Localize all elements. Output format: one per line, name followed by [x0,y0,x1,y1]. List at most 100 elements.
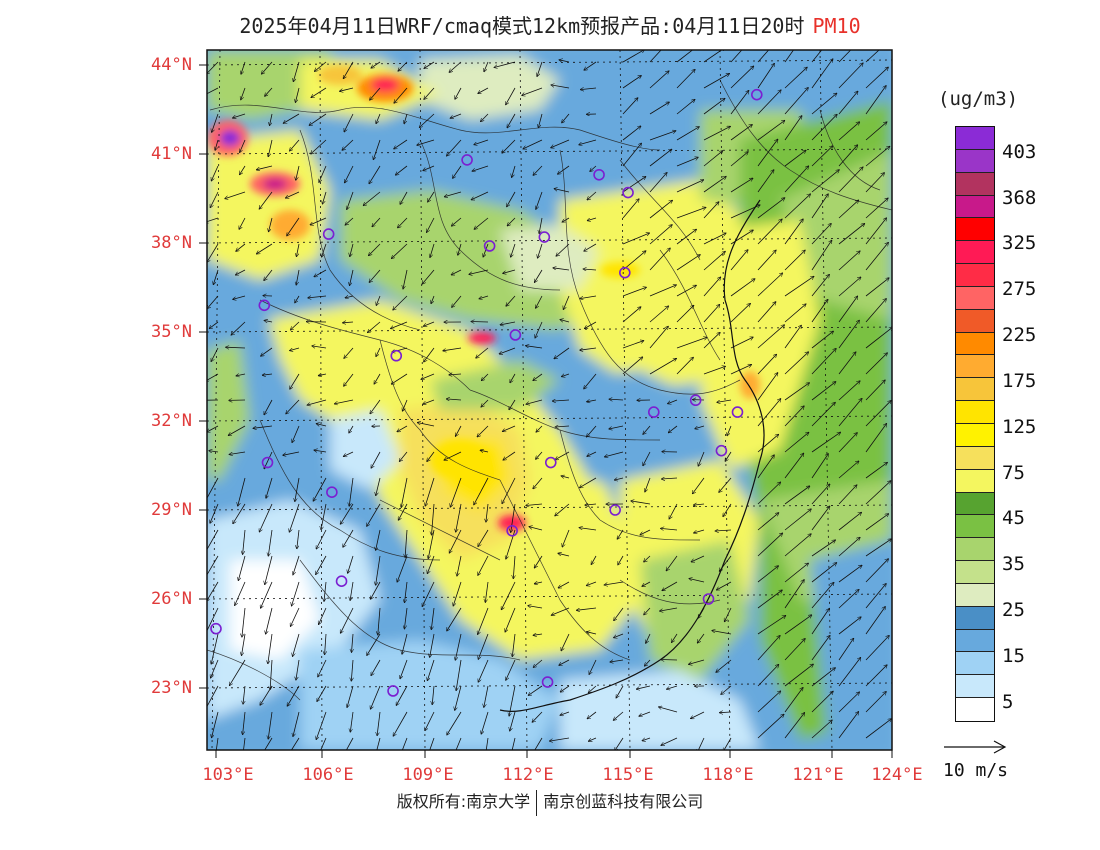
colorbar-swatch [956,286,994,310]
wind-arrow [340,503,354,524]
wind-arrow [485,737,489,750]
wind-arrow [622,341,644,349]
wind-arrow [730,205,760,219]
lat-label-23: 23°N [151,678,192,698]
wind-arrow [698,607,705,618]
colorbar-swatch [956,241,994,265]
wind-arrow [560,685,570,692]
wind-arrow [522,87,543,96]
wind-arrow [369,165,381,184]
wind-arrow [649,200,673,219]
wind-arrow [631,501,651,505]
wind-arrow [207,477,219,504]
wind-arrow [269,217,273,232]
wind-arrow [536,451,543,459]
wind-arrow [268,711,273,739]
wind-arrow [402,633,408,654]
city-marker [387,685,399,697]
wind-arrow [474,477,489,505]
wind-arrow [590,165,597,172]
wind-arrow [259,191,273,209]
wind-arrow [838,296,858,323]
wind-arrow [784,383,810,401]
wind-arrow [402,399,408,411]
wind-arrow [587,191,597,200]
wind-arrow [347,191,354,210]
wind-arrow [471,191,489,200]
wind-arrow [503,269,516,273]
wind-arrow [703,74,730,89]
wind-arrow [506,87,516,105]
wind-arrow [811,563,837,583]
wind-arrow [511,503,516,533]
wind-arrow [431,295,435,304]
wind-arrow [265,87,273,96]
wind-arrow [865,380,885,401]
wind-arrow [784,150,806,167]
wind-arrow [552,400,570,401]
wind-arrow [730,279,755,297]
wind-arrow [712,631,732,635]
city-marker [261,456,274,469]
wind-arrow [398,217,408,228]
wind-arrow [644,607,651,615]
wind-arrow [811,720,832,739]
wind-arrow [692,477,705,494]
wind-arrow [334,399,354,404]
wind-arrow [724,607,732,622]
colorbar-label: 45 [1002,507,1025,529]
wind-arrow [676,99,695,115]
wind-arrow [784,406,804,427]
colorbar-swatch [956,127,994,150]
wind-arrow [730,125,752,141]
wind-arrow [838,63,863,89]
wind-arrow [838,638,854,661]
city-marker [715,444,728,457]
wind-arrow [533,373,543,381]
wind-arrow [676,357,693,375]
wind-arrow [207,217,219,222]
wind-arrow [676,229,697,245]
wind-arrow [405,581,408,603]
wind-arrow [587,217,597,221]
wind-arrow [233,295,246,299]
lon-label-118: 118°E [702,765,754,785]
wind-arrow [838,712,859,739]
wind-arrow [757,302,776,323]
wind-arrow [703,332,720,349]
wind-arrow [425,711,435,731]
wind-arrow [396,685,408,706]
wind-arrow [784,534,811,557]
wind-arrow [476,347,489,358]
wind-arrow [308,296,327,298]
wind-arrow [509,399,516,410]
wind-arrow [580,477,597,488]
wind-arrow [811,484,830,505]
wind-arrow [784,219,803,245]
wind-arrow [238,555,246,581]
wind-arrow [668,399,678,404]
wind-arrow [811,454,828,479]
wind-arrow [691,711,705,719]
wind-arrow [393,711,408,736]
wind-arrow [784,50,794,63]
wind-arrow [235,269,246,275]
wind-arrow [287,685,300,706]
wind-arrow [811,194,828,219]
wind-arrow [270,659,273,690]
wind-arrow [417,139,435,145]
wind-arrow [404,607,408,629]
wind-arrow [643,451,651,466]
wind-arrow [225,191,246,199]
wind-arrow [506,659,516,680]
wind-arrow [622,76,641,89]
wind-arrow [344,347,354,358]
wind-arrow [617,529,624,539]
wind-arrow [757,198,785,219]
title-pollutant: PM10 [812,14,861,38]
wind-arrow [513,555,515,579]
concentration-field [207,50,892,750]
colorbar-swatch [956,378,994,402]
wind-arrow [715,530,732,531]
wind-arrow [481,113,489,122]
